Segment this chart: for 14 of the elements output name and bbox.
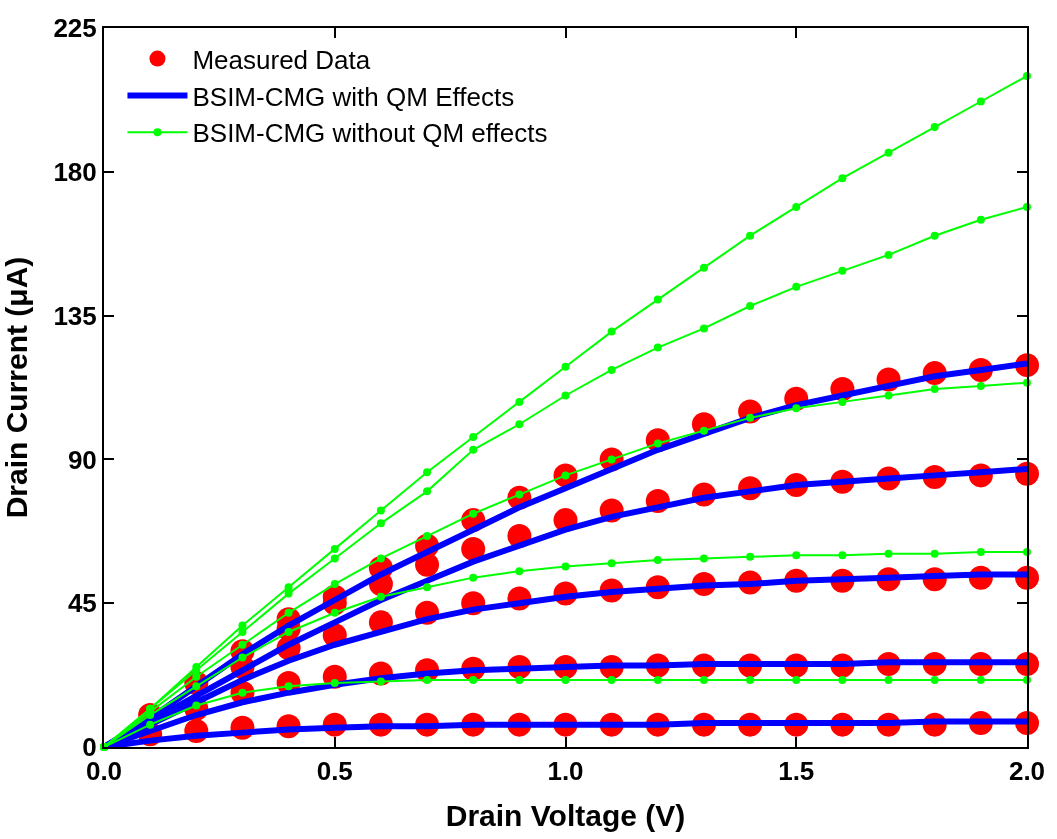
y-axis-title: Drain Current (μA)	[0, 256, 33, 519]
x-tick-label: 1.0	[547, 756, 584, 787]
legend-label: Measured Data	[192, 44, 371, 75]
x-axis-title: Drain Voltage (V)	[445, 799, 686, 833]
y-tick-label: 45	[67, 588, 97, 619]
legend-label: BSIM-CMG without QM effects	[192, 118, 548, 149]
x-tick-label: 1.5	[778, 756, 815, 787]
legend-label: BSIM-CMG with QM Effects	[192, 81, 515, 112]
y-tick-label: 180	[53, 156, 97, 187]
y-tick-label: 135	[53, 300, 97, 331]
x-tick-label: 0.5	[316, 756, 353, 787]
y-tick-label: 225	[53, 13, 97, 44]
x-tick-label: 2.0	[1008, 756, 1046, 787]
y-tick-label: 90	[67, 444, 97, 475]
